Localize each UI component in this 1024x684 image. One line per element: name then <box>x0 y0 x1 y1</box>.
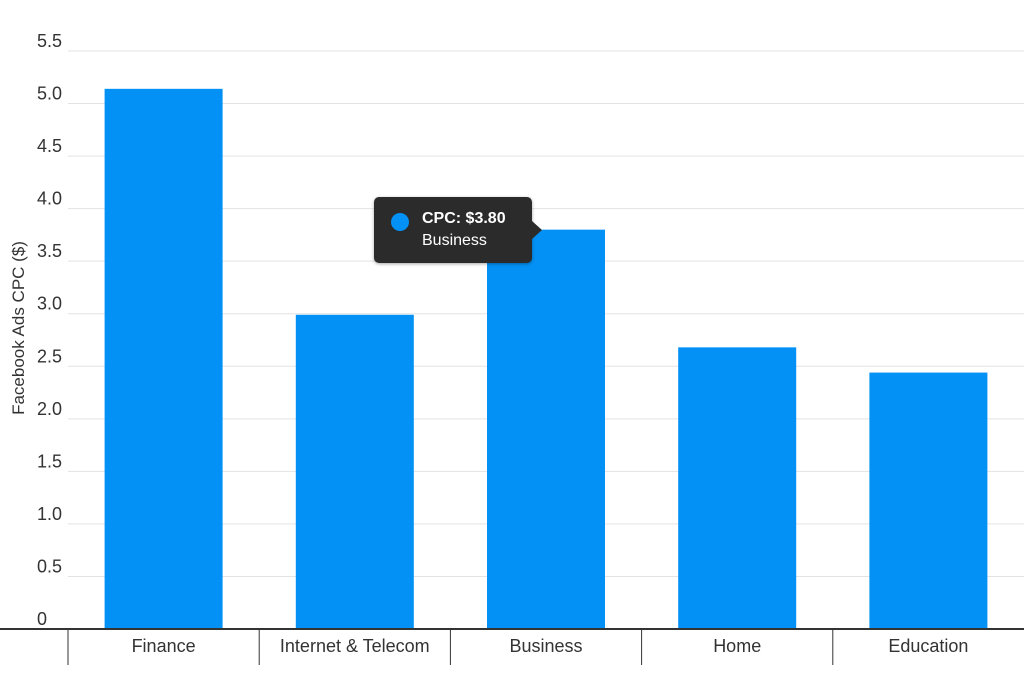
y-tick-label: 4.0 <box>37 189 62 209</box>
x-tick-label: Education <box>888 636 968 656</box>
y-axis-ticks: 0 0.5 1.0 1.5 2.0 2.5 3.0 3.5 4.0 4.5 5.0 5.5 <box>37 31 62 629</box>
tooltip-title: CPC: $3.80 <box>422 210 506 227</box>
y-tick-label: 1.0 <box>37 504 62 524</box>
y-tick-label: 5.5 <box>37 31 62 51</box>
bar-finance[interactable] <box>104 88 223 630</box>
bar-education[interactable] <box>869 372 988 629</box>
x-tick-label: Finance <box>132 636 196 656</box>
x-tick-label: Internet & Telecom <box>280 636 430 656</box>
series-marker-icon <box>391 213 409 231</box>
y-tick-label: 5.0 <box>37 84 62 104</box>
y-tick-label: 4.5 <box>37 136 62 156</box>
y-tick-label: 0 <box>37 609 47 629</box>
y-tick-label: 2.0 <box>37 399 62 419</box>
y-tick-label: 1.5 <box>37 451 62 471</box>
x-tick-label: Business <box>509 636 582 656</box>
y-tick-label: 3.0 <box>37 294 62 314</box>
y-tick-label: 3.5 <box>37 241 62 261</box>
bar-internet-telecom[interactable] <box>295 314 414 629</box>
tooltip-category: Business <box>422 232 487 249</box>
bars <box>104 88 988 630</box>
x-axis: Finance Internet & Telecom Business Home Edu… <box>0 628 1024 665</box>
tooltip: CPC: $3.80 Business <box>374 197 542 263</box>
y-tick-label: 0.5 <box>37 556 62 576</box>
x-tick-label: Home <box>713 636 761 656</box>
y-tick-label: 2.5 <box>37 346 62 366</box>
bar-home[interactable] <box>678 347 797 629</box>
y-axis-title: Facebook Ads CPC ($) <box>9 241 28 415</box>
bar-business[interactable] <box>487 229 605 629</box>
